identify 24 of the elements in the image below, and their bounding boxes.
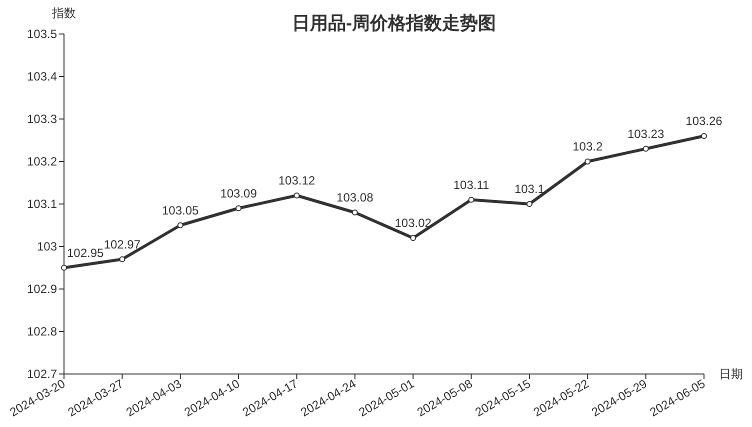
data-label: 103.1 [514,182,544,196]
data-label: 102.95 [67,246,104,260]
y-tick-label: 103.3 [26,112,57,126]
data-label: 103.05 [162,203,199,218]
data-label: 103.09 [220,186,257,200]
ylabel: 指数 [52,6,76,20]
y-tick-label: 102.8 [26,324,57,338]
data-label: 103.23 [627,126,664,141]
data-label: 103.11 [453,178,490,192]
y-tick-label: 102.7 [26,367,57,381]
y-tick-label: 103.1 [26,197,57,211]
title: 日用品-周价格指数走势图 [292,13,496,33]
y-tick-label: 103.2 [26,154,57,168]
y-tick-label: 103 [36,240,57,254]
y-tick-label: 103.5 [26,27,57,41]
xlabel: 日期 [719,367,743,381]
data-label: 103.08 [336,190,374,204]
data-label: 102.97 [104,237,141,252]
data-label: 103.02 [394,216,432,230]
data-label: 103.12 [278,174,316,188]
data-label: 103.26 [686,114,722,128]
y-tick-label: 102.9 [26,282,57,296]
data-label: 103.2 [572,140,603,154]
y-tick-label: 103.4 [26,70,57,84]
